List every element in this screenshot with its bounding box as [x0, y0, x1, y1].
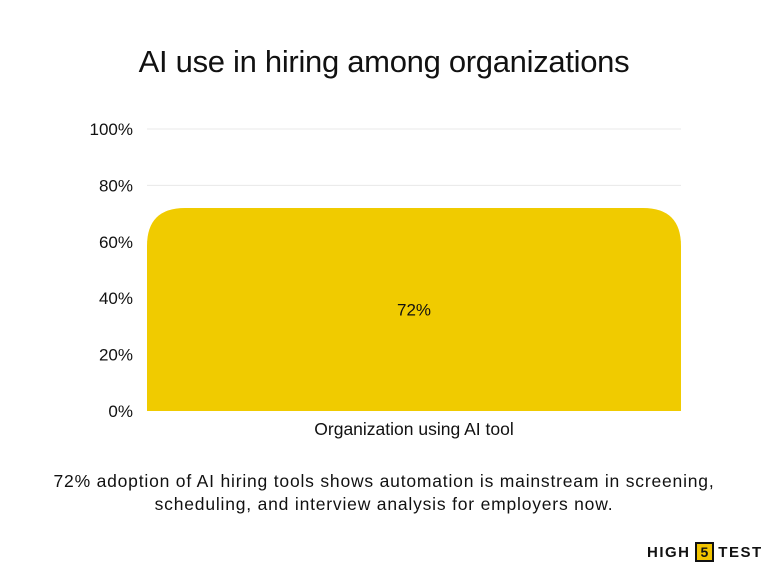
logo-word-high: HIGH: [647, 543, 691, 561]
y-tick-label: 100%: [90, 120, 133, 139]
brand-logo: HIGH 5 TEST: [647, 542, 763, 562]
y-tick-label: 20%: [99, 346, 133, 365]
bar-value-label: 72%: [397, 300, 431, 319]
chart-title: AI use in hiring among organizations: [138, 44, 630, 79]
y-tick-label: 40%: [99, 289, 133, 308]
y-tick-label: 0%: [108, 402, 133, 421]
logo-number: 5: [694, 542, 715, 562]
bar: [147, 207, 681, 411]
logo-word-test: TEST: [718, 543, 763, 561]
x-category-label: Organization using AI tool: [314, 419, 513, 439]
chart-caption: 72% adoption of AI hiring tools shows au…: [53, 471, 715, 514]
y-tick-label: 60%: [99, 233, 133, 252]
y-tick-label: 80%: [99, 176, 133, 195]
